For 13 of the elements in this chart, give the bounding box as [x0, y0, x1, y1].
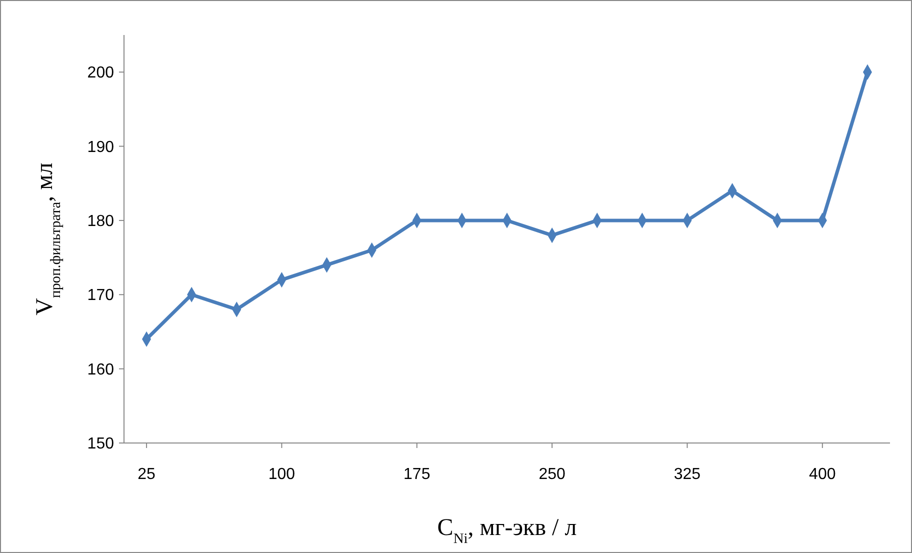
y-tick-label: 190	[87, 138, 114, 156]
y-tick-label: 160	[87, 361, 114, 378]
x-tick-label: 25	[138, 466, 156, 483]
y-tick-label: 180	[87, 213, 114, 230]
x-tick-label: 175	[404, 466, 430, 483]
y-tick-label: 200	[87, 64, 114, 82]
y-tick-label: 150	[87, 436, 114, 453]
x-tick-label: 325	[674, 466, 701, 483]
x-axis-title: C$_{Ni}$, мг-экв / л	[437, 515, 577, 547]
x-tick-label: 100	[268, 466, 296, 483]
y-tick-label: 170	[87, 287, 114, 304]
x-tick-label: 250	[538, 466, 566, 483]
x-tick-label: 400	[809, 466, 836, 483]
